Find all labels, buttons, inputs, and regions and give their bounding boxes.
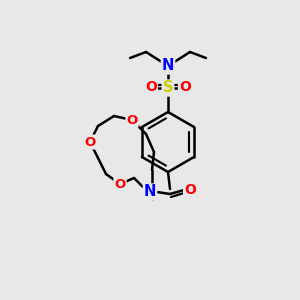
Text: N: N bbox=[144, 184, 156, 200]
Text: O: O bbox=[84, 136, 96, 148]
Text: O: O bbox=[114, 178, 126, 190]
Text: O: O bbox=[184, 183, 196, 197]
Text: S: S bbox=[163, 80, 173, 95]
Text: O: O bbox=[179, 80, 191, 94]
Text: O: O bbox=[126, 113, 138, 127]
Text: O: O bbox=[145, 80, 157, 94]
Text: N: N bbox=[162, 58, 174, 74]
